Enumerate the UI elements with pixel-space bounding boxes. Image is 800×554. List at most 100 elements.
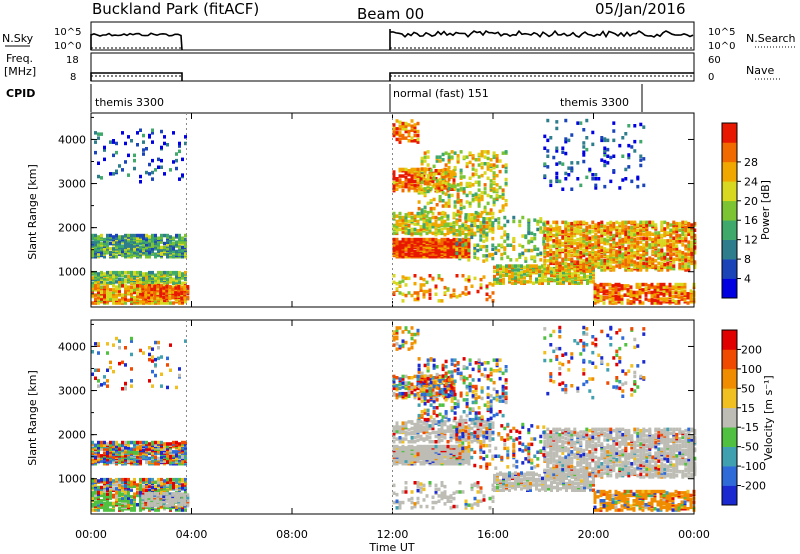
heatmap-cell	[443, 237, 447, 242]
heatmap-cell	[148, 162, 151, 167]
heatmap-cell	[160, 447, 163, 451]
heatmap-cell	[109, 270, 112, 275]
heatmap-cell	[118, 249, 121, 254]
heatmap-cell	[168, 296, 172, 301]
heatmap-cell	[160, 440, 163, 445]
heatmap-cell	[100, 488, 103, 492]
heatmap-cell	[491, 299, 495, 303]
heatmap-cell	[524, 248, 528, 253]
heatmap-cell	[588, 167, 592, 172]
heatmap-cell	[582, 141, 586, 145]
heatmap-cell	[166, 243, 169, 247]
heatmap-cell	[477, 197, 481, 202]
heatmap-cell	[603, 268, 607, 272]
heatmap-cell	[660, 248, 664, 252]
heatmap-cell	[645, 220, 649, 225]
heatmap-cell	[506, 236, 510, 241]
heatmap-cell	[683, 292, 687, 296]
heatmap-cell	[512, 247, 516, 251]
heatmap-cell	[97, 243, 100, 247]
heatmap-cell	[181, 281, 184, 285]
heatmap-cell	[677, 290, 681, 295]
heatmap-cell	[547, 277, 550, 281]
heatmap-cell	[665, 285, 669, 289]
heatmap-cell	[476, 227, 480, 232]
heatmap-cell	[94, 488, 97, 492]
heatmap-cell	[425, 240, 429, 244]
heatmap-cell	[624, 262, 628, 267]
heatmap-cell	[618, 262, 622, 267]
heatmap-cell	[681, 220, 685, 225]
heatmap-cell	[91, 301, 94, 305]
heatmap-cell	[532, 268, 535, 272]
heatmap-cell	[124, 243, 127, 247]
heatmap-cell	[157, 450, 160, 454]
heatmap-cell	[576, 241, 580, 246]
heatmap-cell	[663, 220, 667, 225]
heatmap-cell	[428, 274, 432, 278]
nsearch-tick-top: 10^5	[708, 27, 735, 38]
heatmap-cell	[416, 296, 420, 300]
heatmap-cell	[147, 292, 151, 297]
heatmap-cell	[520, 274, 523, 279]
heatmap-cell	[425, 214, 429, 218]
heatmap-cell	[504, 169, 508, 174]
heatmap-cell	[498, 169, 502, 174]
heatmap-cell	[416, 133, 420, 138]
heatmap-cell	[570, 221, 574, 226]
heatmap-cell	[181, 240, 184, 244]
heatmap-cell	[151, 270, 154, 275]
heatmap-cell	[539, 251, 543, 255]
heatmap-cell	[467, 218, 471, 222]
heatmap-cell	[666, 224, 670, 229]
heatmap-cell	[139, 440, 142, 445]
heatmap-cell	[536, 219, 540, 224]
heatmap-cell	[413, 237, 417, 242]
heatmap-cell	[504, 199, 508, 203]
heatmap-cell	[184, 488, 187, 492]
heatmap-cell	[452, 292, 456, 296]
heatmap-cell	[434, 219, 438, 224]
heatmap-cell	[428, 292, 432, 296]
heatmap-cell	[627, 229, 631, 234]
heatmap-cell	[600, 138, 604, 143]
heatmap-cell	[447, 152, 451, 157]
heatmap-cell	[124, 160, 127, 164]
heatmap-cell	[639, 228, 643, 232]
heatmap-cell	[678, 221, 682, 226]
heatmap-cell	[407, 169, 411, 173]
heatmap-cell	[488, 229, 492, 233]
heatmap-cell	[496, 264, 499, 268]
heatmap-cell	[684, 252, 688, 256]
heatmap-cell	[100, 493, 103, 498]
heatmap-cell	[591, 173, 595, 177]
heatmap-cell	[181, 440, 184, 445]
heatmap-cell	[645, 257, 649, 262]
heatmap-cell	[543, 233, 547, 238]
heatmap-cell	[124, 462, 127, 466]
heatmap-cell	[142, 448, 145, 453]
heatmap-cell	[395, 187, 399, 191]
heatmap-cell	[461, 247, 465, 251]
heatmap-cell	[130, 292, 133, 296]
heatmap-cell	[157, 276, 160, 280]
heatmap-cell	[488, 211, 492, 216]
heatmap-cell	[395, 131, 399, 135]
heatmap-cell	[115, 240, 118, 244]
heatmap-cell	[416, 121, 420, 126]
heatmap-cell	[579, 247, 583, 251]
heatmap-cell	[555, 244, 559, 248]
heatmap-cell	[585, 118, 589, 123]
heatmap-cell	[479, 230, 483, 234]
heatmap-cell	[553, 278, 556, 283]
heatmap-cell	[624, 251, 628, 255]
heatmap-cell	[611, 289, 615, 293]
heatmap-cell	[635, 297, 639, 301]
heatmap-cell	[136, 131, 139, 135]
heatmap-cell	[491, 236, 495, 241]
heatmap-cell	[112, 501, 115, 506]
heatmap-cell	[97, 495, 100, 499]
heatmap-cell	[124, 504, 127, 508]
heatmap-cell	[407, 229, 411, 233]
heatmap-cell	[456, 154, 460, 158]
